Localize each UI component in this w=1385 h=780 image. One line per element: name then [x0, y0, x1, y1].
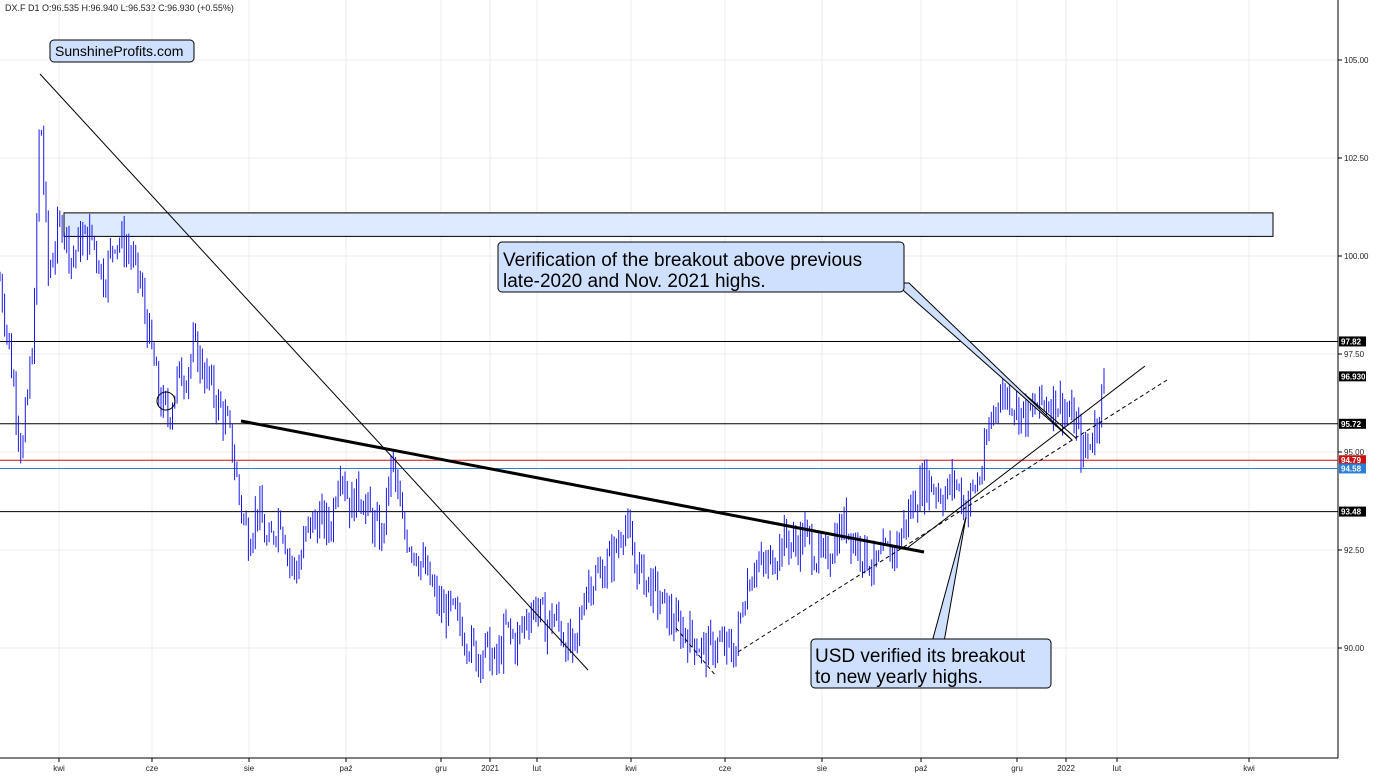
price-bars	[0, 125, 1105, 683]
time-tick-label: gru	[435, 764, 447, 773]
trend-lines	[39, 73, 1168, 677]
price-tick-label: 105.00	[1344, 56, 1369, 65]
level-lines	[0, 340, 1338, 513]
callout-pointer	[931, 516, 967, 643]
time-tick-label: sie	[817, 764, 828, 773]
rising-support-line	[905, 365, 1146, 550]
time-tick-label: kwi	[625, 764, 637, 773]
price-axis-labels: 105.00 102.50 100.00 97.50 95.00 92.50 90.00	[1338, 56, 1369, 653]
time-tick-label: paź	[340, 764, 353, 773]
time-tick-label: paź	[915, 764, 928, 773]
level-label-box	[1339, 336, 1366, 347]
price-tick-label: 95.00	[1344, 448, 1365, 457]
callout-line-2: late-2020 and Nov. 2021 highs.	[503, 271, 766, 292]
time-tick-label: kwi	[1243, 764, 1255, 773]
level-label-text: 94.58	[1341, 464, 1362, 473]
level-label-box	[1339, 463, 1366, 474]
highlight-circle	[156, 391, 176, 411]
brand-text: SunshineProfits.com	[55, 43, 183, 59]
level-label-box	[1339, 506, 1366, 517]
time-tick-label: 2022	[1057, 764, 1075, 773]
level-label-box	[1339, 371, 1366, 382]
instrument-header: DX.F D1 O:96.535 H:96.940 L:96.532 C:96.…	[5, 3, 234, 13]
time-tick-label: cze	[719, 764, 732, 773]
time-tick-label: kwi	[53, 764, 65, 773]
level-label-box	[1339, 418, 1366, 429]
callout-line-1: USD verified its breakout	[815, 646, 1026, 667]
price-tick-label: 92.50	[1344, 546, 1365, 555]
level-label-text: 94.79	[1341, 456, 1362, 465]
horizontal-gridlines	[0, 59, 1338, 649]
neckline-resistance-line	[240, 419, 925, 554]
time-tick-label: cze	[146, 764, 159, 773]
dashed-support-line	[737, 379, 1168, 653]
dashed-low-line	[675, 627, 717, 677]
price-tick-label: 100.00	[1344, 252, 1369, 261]
long-term-downtrend-line	[39, 73, 589, 671]
callout-line-2: to new yearly highs.	[815, 667, 983, 688]
callout-usd-verified: USD verified its breakout to new yearly …	[810, 516, 1052, 689]
time-tick-label: lut	[533, 764, 542, 773]
level-label-text: 96.930	[1341, 372, 1366, 381]
level-label-text: 95.72	[1341, 420, 1362, 429]
time-tick-label: gru	[1011, 764, 1023, 773]
level-label-text: 97.82	[1341, 337, 1362, 346]
level-label-text: 93.48	[1341, 508, 1362, 517]
price-tick-label: 102.50	[1344, 154, 1369, 163]
time-tick-label: 2021	[481, 764, 499, 773]
brand-watermark: SunshineProfits.com	[49, 39, 195, 63]
callout-breakout-verification: Verification of the breakout above previ…	[497, 241, 1073, 441]
resistance-zone	[63, 212, 1274, 237]
brand-box	[49, 39, 195, 63]
vertical-gridlines	[58, 0, 1250, 758]
time-tick-label: sie	[244, 764, 255, 773]
callout-line-1: Verification of the breakout above previ…	[503, 250, 862, 271]
callout-pointer	[893, 282, 1073, 441]
price-tick-label: 97.50	[1344, 350, 1365, 359]
time-axis-labels: kwi cze sie paź gru 2021 lut kwi cze sie paź gru 202…	[53, 758, 1255, 773]
callout-box	[497, 241, 905, 293]
level-label-box	[1339, 455, 1366, 466]
price-tick-label: 90.00	[1344, 644, 1365, 653]
callout-box	[810, 638, 1052, 689]
time-tick-label: lut	[1113, 764, 1122, 773]
